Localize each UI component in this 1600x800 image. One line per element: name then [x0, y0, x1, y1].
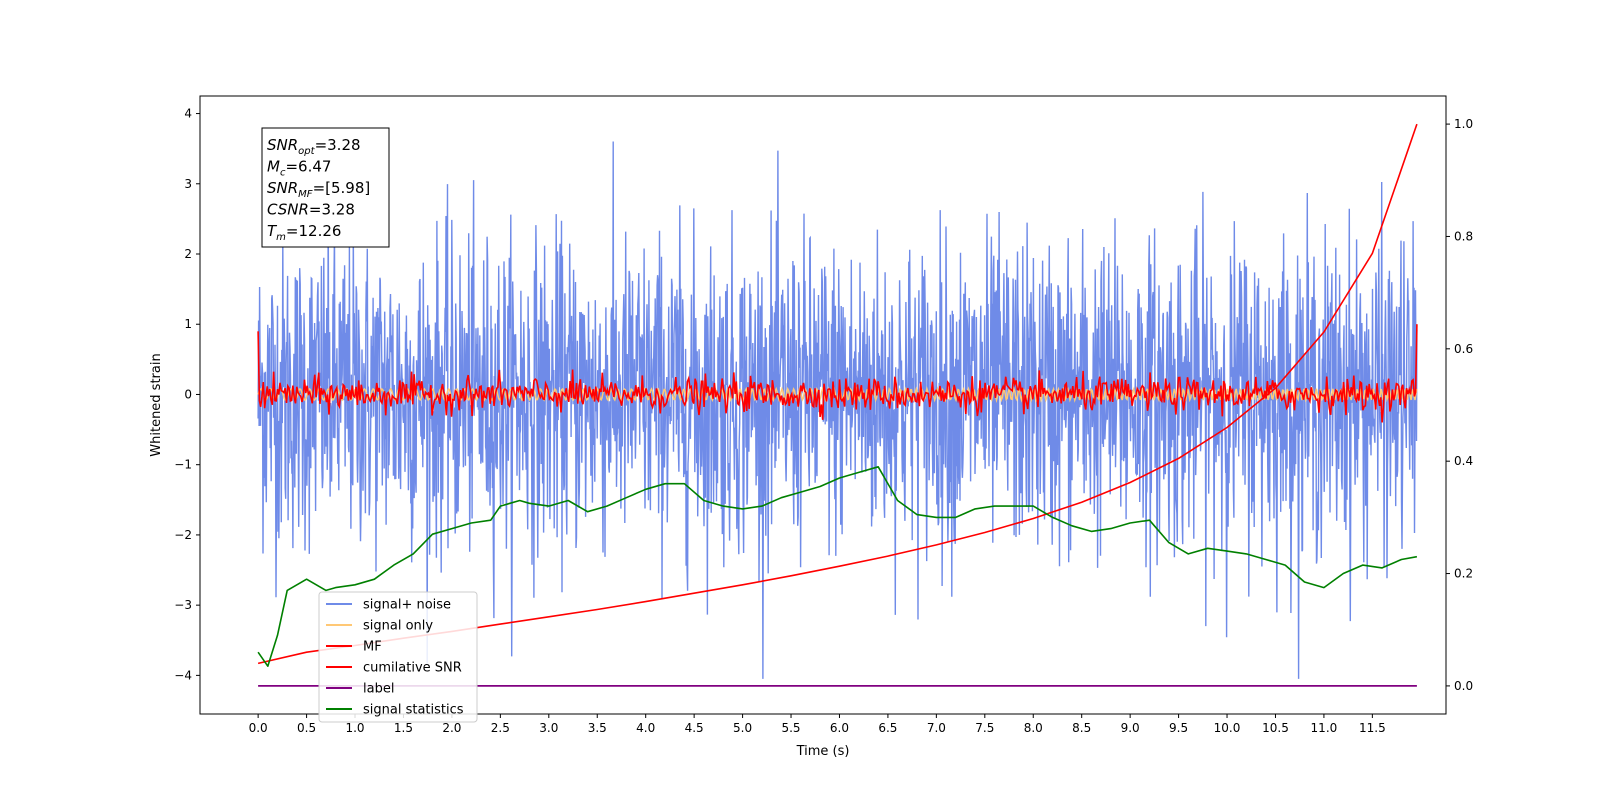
x-tick-label: 4.5: [685, 721, 704, 735]
x-tick-label: 1.5: [394, 721, 413, 735]
x-tick-label: 3.5: [588, 721, 607, 735]
legend-label: signal statistics: [363, 703, 464, 718]
x-tick-label: 0.5: [297, 721, 316, 735]
annotation-line: CSNR=3.28: [267, 201, 355, 219]
x-tick-label: 1.0: [345, 721, 364, 735]
series-signal-statistics: [257, 465, 1418, 668]
y-left-tick-label: 2: [184, 247, 192, 261]
y-right-tick-label: 1.0: [1454, 117, 1473, 131]
x-tick-label: 10.5: [1262, 721, 1289, 735]
y-left-tick-label: 0: [184, 387, 192, 401]
x-axis: 0.0 0.5 1.0 1.5 2.0 2.5 3.0 3.5 4.0 4.5 5.0 5.5 6.0 6…: [249, 714, 1386, 735]
x-tick-label: 7.0: [927, 721, 946, 735]
annotation-line: SNRopt=3.28: [267, 136, 361, 157]
annotation-line: Mc=6.47: [267, 158, 331, 179]
legend-frame: [318, 591, 478, 723]
x-tick-label: 8.0: [1024, 721, 1043, 735]
x-tick-label: 10.0: [1214, 721, 1241, 735]
y-left-tick-label: −1: [174, 458, 192, 472]
series-signal-plus-noise: [257, 141, 1418, 679]
x-tick-label: 6.5: [878, 721, 897, 735]
y-left-tick-label: −2: [174, 528, 192, 542]
legend-label: cumilative SNR: [363, 661, 462, 676]
y-right-tick-label: 0.6: [1454, 342, 1473, 356]
legend: signal+ noise signal only MF cumilative SNR…: [318, 591, 478, 723]
x-tick-label: 3.0: [539, 721, 558, 735]
x-tick-label: 2.0: [442, 721, 461, 735]
x-tick-label: 9.0: [1121, 721, 1140, 735]
x-tick-label: 2.5: [491, 721, 510, 735]
x-tick-label: 11.0: [1311, 721, 1338, 735]
x-tick-label: 5.0: [733, 721, 752, 735]
series-mf: [257, 324, 1418, 423]
y-axis-label: Whitened strain: [149, 353, 164, 456]
x-tick-label: 9.5: [1169, 721, 1188, 735]
y-right-tick-label: 0.0: [1454, 679, 1473, 693]
x-tick-label: 4.0: [636, 721, 655, 735]
annotation-line: SNRMF=[5.98]: [267, 179, 370, 200]
legend-label: label: [363, 682, 394, 697]
annotation-frame: [261, 127, 390, 248]
y-axis-left: −4 −3 −2 −1 0 1 2 3 4: [174, 107, 200, 682]
x-tick-label: 0.0: [249, 721, 268, 735]
annotation-line: Tm=12.26: [267, 222, 341, 243]
y-left-tick-label: 3: [184, 177, 192, 191]
y-left-tick-label: −4: [174, 668, 192, 682]
y-right-tick-label: 0.2: [1454, 567, 1473, 581]
legend-label: signal only: [363, 619, 433, 634]
legend-label: signal+ noise: [363, 598, 451, 613]
x-axis-label: Time (s): [796, 744, 850, 759]
x-tick-label: 11.5: [1359, 721, 1386, 735]
axes-frame: [199, 95, 1447, 715]
y-left-tick-label: −3: [174, 598, 192, 612]
x-tick-label: 5.5: [781, 721, 800, 735]
y-axis-right: 0.0 0.2 0.4 0.6 0.8 1.0: [1446, 117, 1473, 693]
y-right-tick-label: 0.4: [1454, 454, 1473, 468]
x-tick-label: 8.5: [1072, 721, 1091, 735]
y-left-tick-label: 1: [184, 317, 192, 331]
x-tick-label: 6.0: [830, 721, 849, 735]
y-right-tick-label: 0.8: [1454, 229, 1473, 243]
x-tick-label: 7.5: [975, 721, 994, 735]
legend-label: MF: [363, 640, 382, 655]
y-left-tick-label: 4: [184, 107, 192, 121]
